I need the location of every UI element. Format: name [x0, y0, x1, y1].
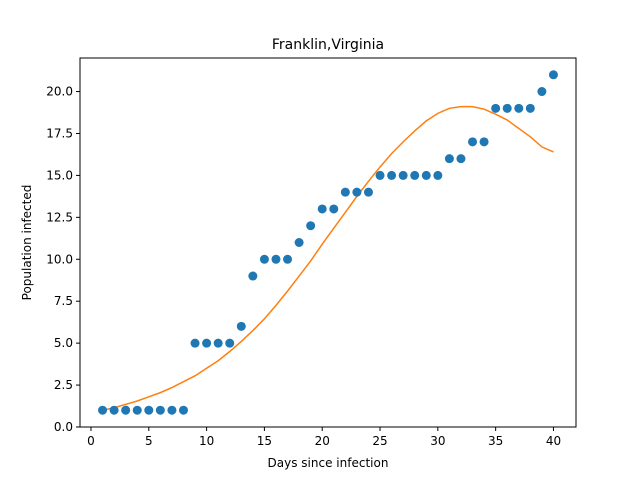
data-point	[271, 254, 281, 264]
data-point	[468, 137, 478, 147]
y-tick-label: 17.5	[46, 126, 73, 140]
x-tick-label: 40	[546, 434, 561, 448]
y-axis: 0.0 2.5 5.0 7.5 10.0 12.5 15.0 17.5 20.0	[46, 85, 80, 434]
y-tick-label: 5.0	[54, 336, 73, 350]
data-point	[167, 405, 177, 415]
fit-line	[102, 105, 554, 411]
x-tick-label: 25	[372, 434, 387, 448]
data-point	[121, 405, 131, 415]
data-point	[306, 221, 316, 231]
data-point	[144, 405, 154, 415]
data-point	[421, 170, 431, 180]
data-point	[132, 405, 142, 415]
y-tick-label: 20.0	[46, 85, 73, 99]
y-tick-label: 10.0	[46, 252, 73, 266]
data-point	[259, 254, 269, 264]
data-point	[363, 187, 373, 197]
data-point	[387, 170, 397, 180]
data-point	[444, 154, 454, 164]
data-point	[294, 238, 304, 247]
data-point	[178, 405, 188, 415]
x-tick-label: 30	[430, 434, 445, 448]
data-point	[283, 254, 293, 264]
data-point	[98, 405, 108, 415]
data-point	[109, 405, 119, 415]
data-point	[537, 87, 547, 97]
data-point	[456, 154, 466, 164]
data-point	[502, 103, 512, 113]
x-axis-label: Days since infection	[268, 456, 389, 470]
y-tick-label: 15.0	[46, 168, 73, 182]
y-tick-label: 2.5	[54, 378, 73, 392]
data-point	[433, 170, 443, 180]
data-point	[225, 338, 235, 348]
y-tick-label: 7.5	[54, 294, 73, 308]
data-point	[525, 103, 535, 113]
x-tick-label: 20	[315, 434, 330, 448]
data-point	[479, 137, 489, 147]
x-tick-label: 15	[257, 434, 272, 448]
x-tick-label: 0	[87, 434, 95, 448]
data-point	[340, 187, 350, 197]
x-tick-label: 35	[488, 434, 503, 448]
data-point	[398, 170, 408, 180]
y-axis-label: Population infected	[20, 185, 34, 301]
data-point	[190, 338, 200, 348]
chart-title: Franklin,Virginia	[272, 37, 384, 53]
x-tick-label: 5	[145, 434, 153, 448]
data-point	[375, 170, 385, 180]
data-point	[155, 405, 165, 415]
data-point	[329, 204, 339, 214]
data-point	[236, 321, 246, 331]
axes-frame	[79, 57, 577, 428]
data-point	[410, 170, 420, 180]
plot-area	[98, 70, 558, 415]
y-tick-label: 12.5	[46, 210, 73, 224]
data-point	[202, 338, 212, 348]
data-point	[548, 70, 558, 80]
data-point	[317, 204, 327, 214]
x-tick-label: 10	[199, 434, 214, 448]
data-point	[352, 187, 362, 197]
y-tick-label: 0.0	[54, 420, 73, 434]
data-point	[491, 103, 501, 113]
x-axis: 0 5 10 15 20 25 30 35 40	[87, 427, 561, 448]
data-point	[213, 338, 223, 348]
data-point	[248, 271, 258, 281]
data-point	[514, 103, 524, 113]
